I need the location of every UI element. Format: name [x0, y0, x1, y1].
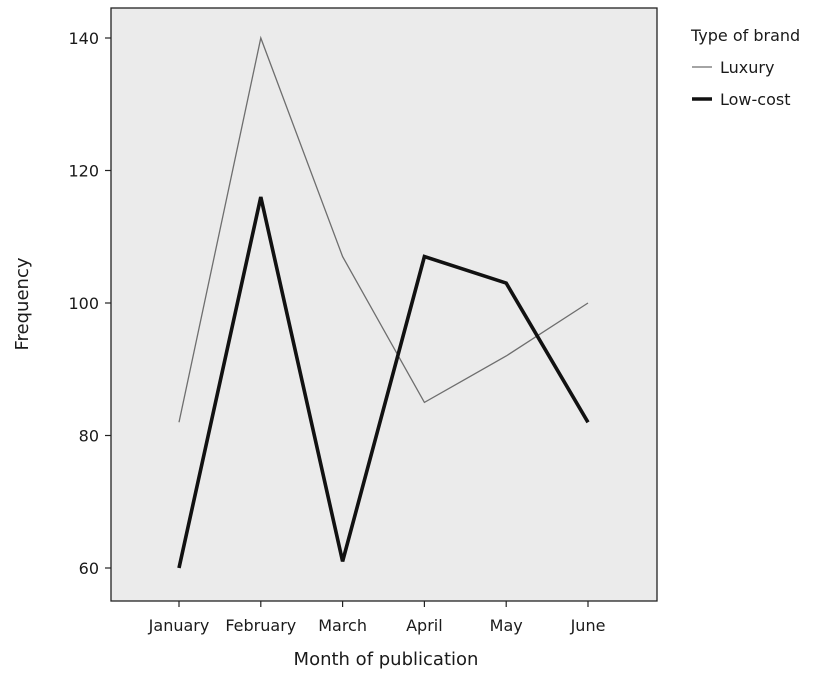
y-axis-title: Frequency	[12, 257, 33, 350]
y-tick-label-60: 60	[79, 559, 99, 578]
y-tick-label-120: 120	[68, 162, 99, 181]
x-axis-title: Month of publication	[294, 649, 479, 670]
legend-title: Type of brand	[690, 26, 800, 45]
x-tick-label-june: June	[570, 616, 606, 635]
plot-area	[110, 7, 658, 602]
series-lines	[177, 35, 590, 569]
legend: Type of brand Luxury Low-cost	[690, 26, 800, 109]
x-tick-label-may: May	[490, 616, 523, 635]
x-tick-label-april: April	[406, 616, 443, 635]
x-tick-label-march: March	[318, 616, 367, 635]
y-axis: 60 80 100 120 140	[68, 29, 111, 578]
x-tick-label-february: February	[225, 616, 296, 635]
y-tick-label-100: 100	[68, 294, 99, 313]
series-line-luxury	[178, 35, 589, 423]
series-line-low-cost	[177, 196, 590, 569]
y-tick-label-80: 80	[79, 427, 99, 446]
legend-label-low-cost: Low-cost	[720, 90, 790, 109]
x-tick-label-january: January	[148, 616, 210, 635]
x-axis: January February March April May June	[148, 601, 606, 635]
y-tick-label-140: 140	[68, 29, 99, 48]
legend-label-luxury: Luxury	[720, 58, 774, 77]
